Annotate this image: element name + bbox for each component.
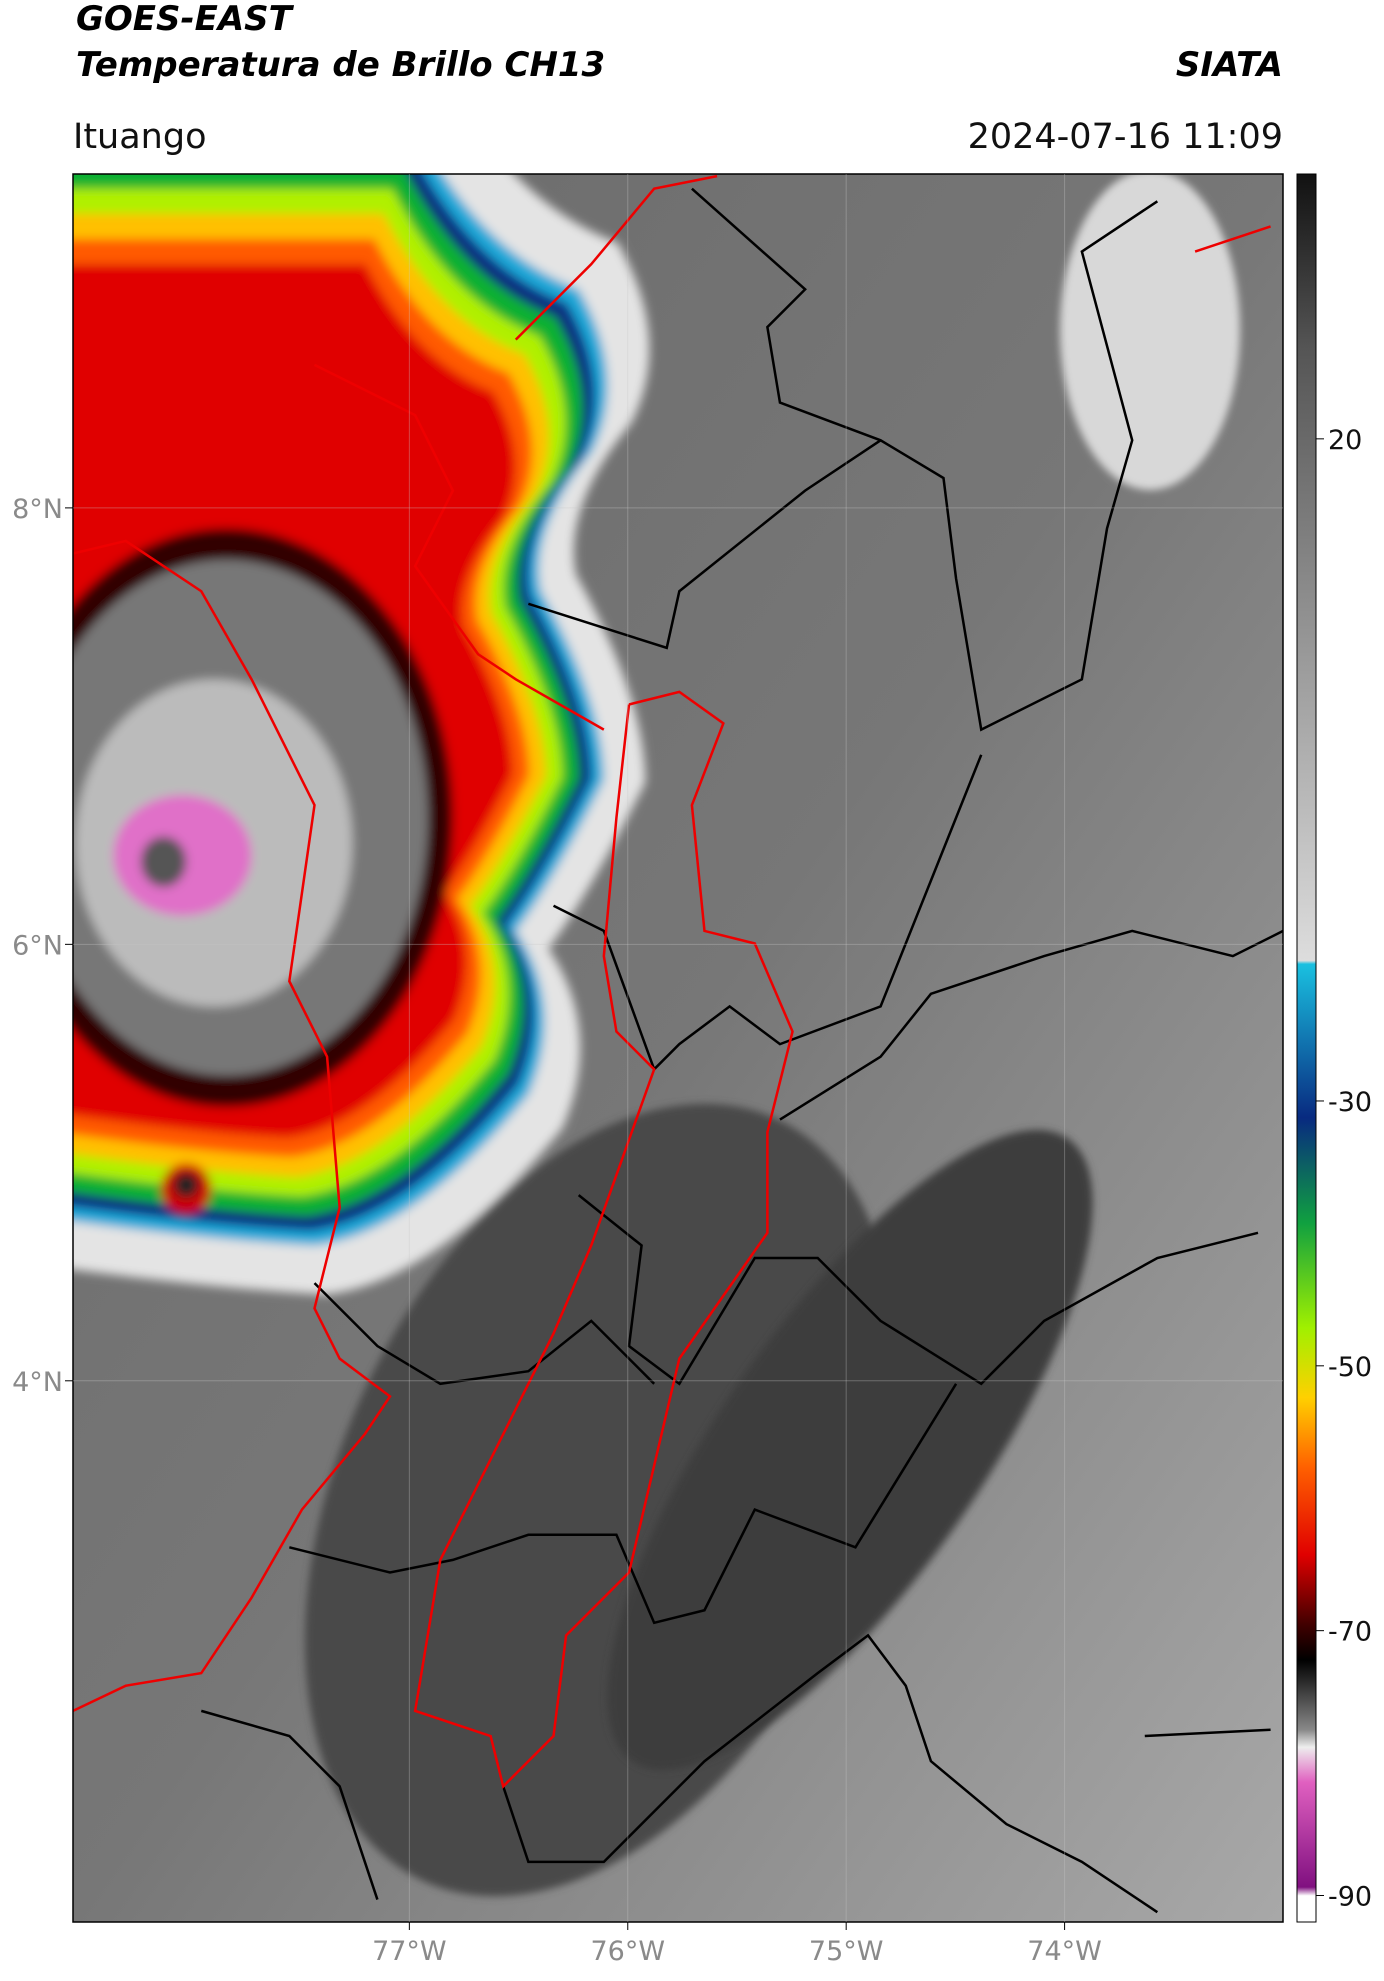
colorbar-tick-label: -70: [1328, 1617, 1372, 1648]
map-frame: [72, 173, 1284, 1923]
y-tick-label: 8°N: [12, 494, 63, 525]
colorbar-tick-label: -90: [1328, 1882, 1372, 1913]
location: Ituango: [73, 117, 207, 157]
colorbar-tick-label: -50: [1328, 1352, 1372, 1383]
y-tick-label: 6°N: [12, 930, 63, 961]
title: Temperatura de Brillo CH13: [76, 45, 605, 85]
datetime: 2024-07-16 11:09: [968, 117, 1283, 157]
satellite-image: [73, 174, 1283, 1922]
title: GOES-EAST: [76, 0, 295, 39]
x-tick-label: 76°W: [590, 1936, 665, 1967]
x-tick-label: 74°W: [1027, 1936, 1102, 1967]
x-tick-label: 77°W: [372, 1936, 447, 1967]
colorbar: [1296, 173, 1317, 1923]
colorbar-tick-label: -30: [1328, 1087, 1372, 1118]
x-tick-label: 75°W: [809, 1936, 884, 1967]
agency: SIATA: [1176, 45, 1283, 85]
y-tick-label: 4°N: [12, 1367, 63, 1398]
colorbar-tick-label: 20: [1328, 425, 1362, 456]
